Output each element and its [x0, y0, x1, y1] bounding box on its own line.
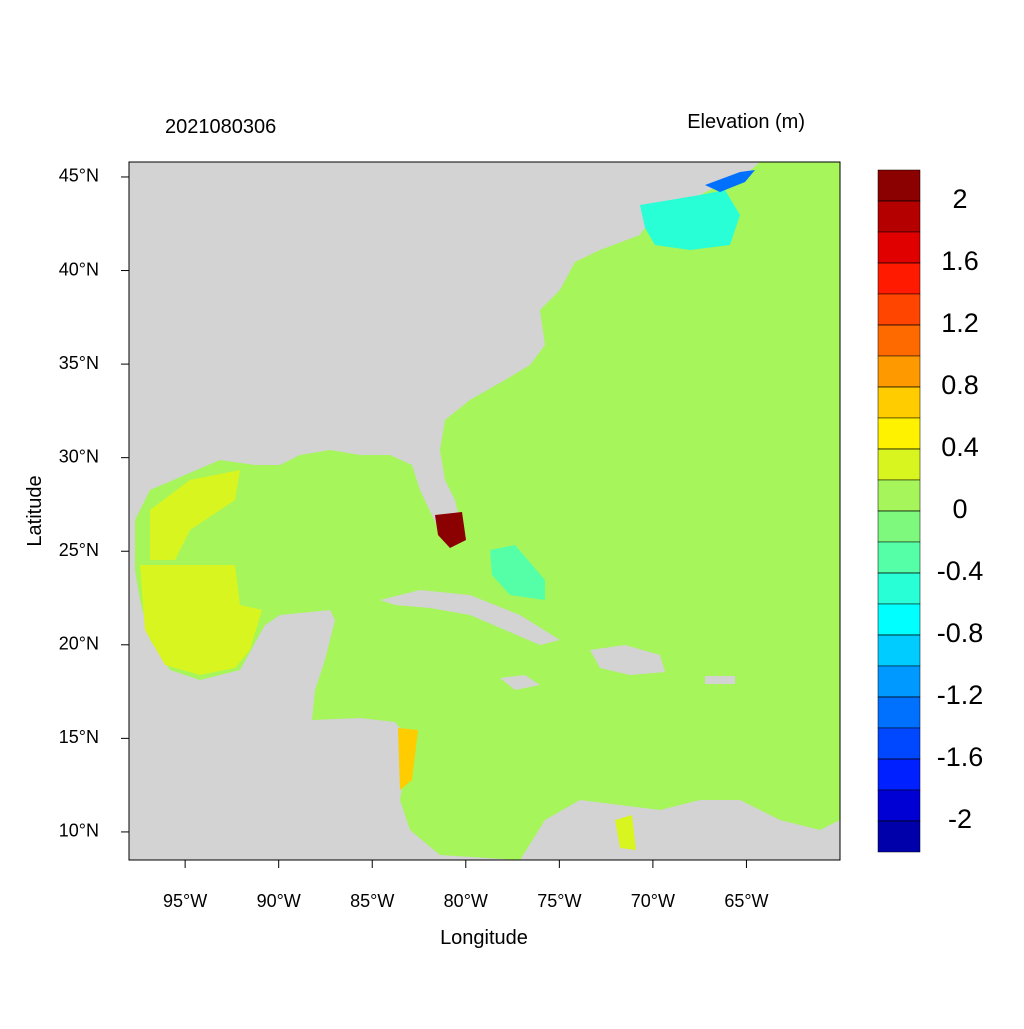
x-axis-label: Longitude — [440, 927, 528, 949]
texas-shelf — [150, 470, 240, 560]
y-tick-label: 20°N — [59, 634, 99, 654]
colorbar-box — [877, 572, 921, 605]
x-tick-label: 75°W — [537, 891, 581, 911]
y-tick-label: 10°N — [59, 821, 99, 841]
colorbar-label: 2 — [952, 184, 967, 214]
colorbar-box — [877, 665, 921, 698]
map-frame — [128, 161, 841, 861]
colorbar-box — [877, 820, 921, 853]
colorbar-label: 0.8 — [941, 370, 979, 400]
colorbar-box — [877, 448, 921, 481]
variable-title: Elevation (m) — [687, 111, 805, 133]
colorbar-box — [877, 417, 921, 450]
x-tick-label: 90°W — [257, 891, 301, 911]
y-tick-label: 35°N — [59, 353, 99, 373]
colorbar-label: -1.6 — [937, 742, 984, 772]
x-tick-label: 80°W — [444, 891, 488, 911]
colorbar-box — [877, 541, 921, 574]
south-florida — [435, 512, 466, 548]
maracaibo — [615, 815, 636, 850]
x-tick-label: 85°W — [350, 891, 394, 911]
colorbar-box — [877, 200, 921, 233]
colorbar: 2 1.6 1.2 0.8 0.4 0 -0.4 -0.8 -1.2 -1.6 -2 — [877, 169, 984, 853]
colorbar-box — [877, 510, 921, 543]
colorbar-box — [877, 293, 921, 326]
colorbar-label: -1.2 — [937, 680, 984, 710]
hispaniola — [590, 645, 665, 675]
colorbar-box — [877, 386, 921, 419]
x-tick-label: 70°W — [631, 891, 675, 911]
colorbar-label: 0 — [952, 494, 967, 524]
ocean — [135, 162, 840, 860]
colorbar-box — [877, 169, 921, 202]
colorbar-box — [877, 758, 921, 791]
colorbar-label: 1.2 — [941, 308, 979, 338]
colorbar-label: -2 — [948, 804, 972, 834]
y-axis-label: Latitude — [24, 475, 46, 546]
colorbar-box — [877, 727, 921, 760]
colorbar-label: -0.4 — [937, 556, 984, 586]
colorbar-label: 0.4 — [941, 432, 979, 462]
puerto-rico — [705, 676, 735, 684]
colorbar-box — [877, 634, 921, 667]
honduras-coast — [398, 728, 418, 790]
colorbar-box — [877, 696, 921, 729]
y-tick-label: 30°N — [59, 446, 99, 466]
colorbar-box — [877, 479, 921, 512]
x-tick-label: 95°W — [163, 891, 207, 911]
y-tick-label: 45°N — [59, 166, 99, 186]
y-tick-label: 15°N — [59, 727, 99, 747]
jamaica — [500, 675, 540, 690]
colorbar-label: 1.6 — [941, 246, 979, 276]
colorbar-box — [877, 262, 921, 295]
bay-of-fundy — [705, 170, 755, 192]
x-tick-label: 65°W — [724, 891, 768, 911]
colorbar-box — [877, 324, 921, 357]
colorbar-box — [877, 789, 921, 822]
title: 2021080306 — [165, 116, 276, 138]
colorbar-label: -0.8 — [937, 618, 984, 648]
y-tick-label: 40°N — [59, 259, 99, 279]
western-gulf — [140, 565, 262, 675]
map — [128, 161, 841, 861]
axes: 95°W 90°W 85°W 80°W 75°W 70°W 65°W 10°N 15°N 20°N… — [59, 166, 769, 911]
gulf-of-maine — [640, 190, 740, 250]
colorbar-box — [877, 231, 921, 264]
cuba — [380, 590, 560, 645]
colorbar-box — [877, 355, 921, 388]
bahamas-bank — [490, 545, 545, 600]
colorbar-box — [877, 603, 921, 636]
y-tick-label: 25°N — [59, 540, 99, 560]
